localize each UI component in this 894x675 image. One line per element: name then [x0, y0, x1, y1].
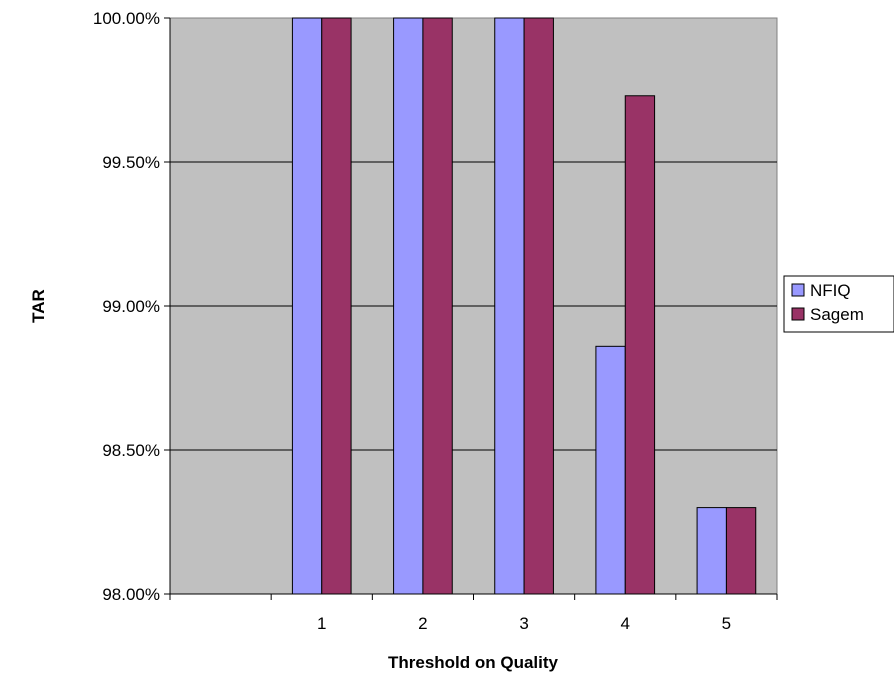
bar-nfiq-4 [595, 345, 626, 595]
axes [164, 17, 778, 600]
x-tick-label-5: 5 [722, 614, 731, 633]
bar-nfiq-5 [696, 507, 727, 595]
gridlines [170, 161, 777, 451]
bar-sagem-2 [422, 17, 453, 595]
y-tick-label-2: 99.00% [102, 297, 160, 316]
y-tick-label-1: 98.50% [102, 441, 160, 460]
y-tick-label-4: 100.00% [93, 9, 160, 28]
x-tick-label-3: 3 [519, 614, 528, 633]
y-tick-label-0: 98.00% [102, 585, 160, 604]
x-tick-labels: 1 2 3 4 5 [317, 614, 731, 633]
bar-sagem-5 [725, 507, 757, 595]
bar-nfiq-3 [494, 17, 525, 595]
legend-swatch-nfiq [791, 283, 805, 297]
y-axis-title: TAR [29, 289, 48, 323]
legend-swatch-sagem [791, 307, 805, 321]
legend-label-sagem: Sagem [810, 305, 864, 324]
bar-sagem-3 [523, 17, 554, 595]
bar-sagem-4 [624, 95, 656, 595]
bars [291, 17, 757, 595]
x-tick-label-4: 4 [621, 614, 630, 633]
x-axis-title: Threshold on Quality [388, 653, 559, 672]
bar-nfiq-1 [291, 17, 323, 595]
legend-label-nfiq: NFIQ [810, 281, 851, 300]
x-tick-label-2: 2 [418, 614, 427, 633]
x-tick-label-1: 1 [317, 614, 326, 633]
y-tick-labels: 98.00% 98.50% 99.00% 99.50% 100.00% [93, 9, 160, 604]
bar-sagem-1 [321, 17, 352, 595]
bar-nfiq-2 [393, 17, 424, 595]
y-tick-label-3: 99.50% [102, 153, 160, 172]
legend: NFIQ Sagem [783, 275, 894, 333]
